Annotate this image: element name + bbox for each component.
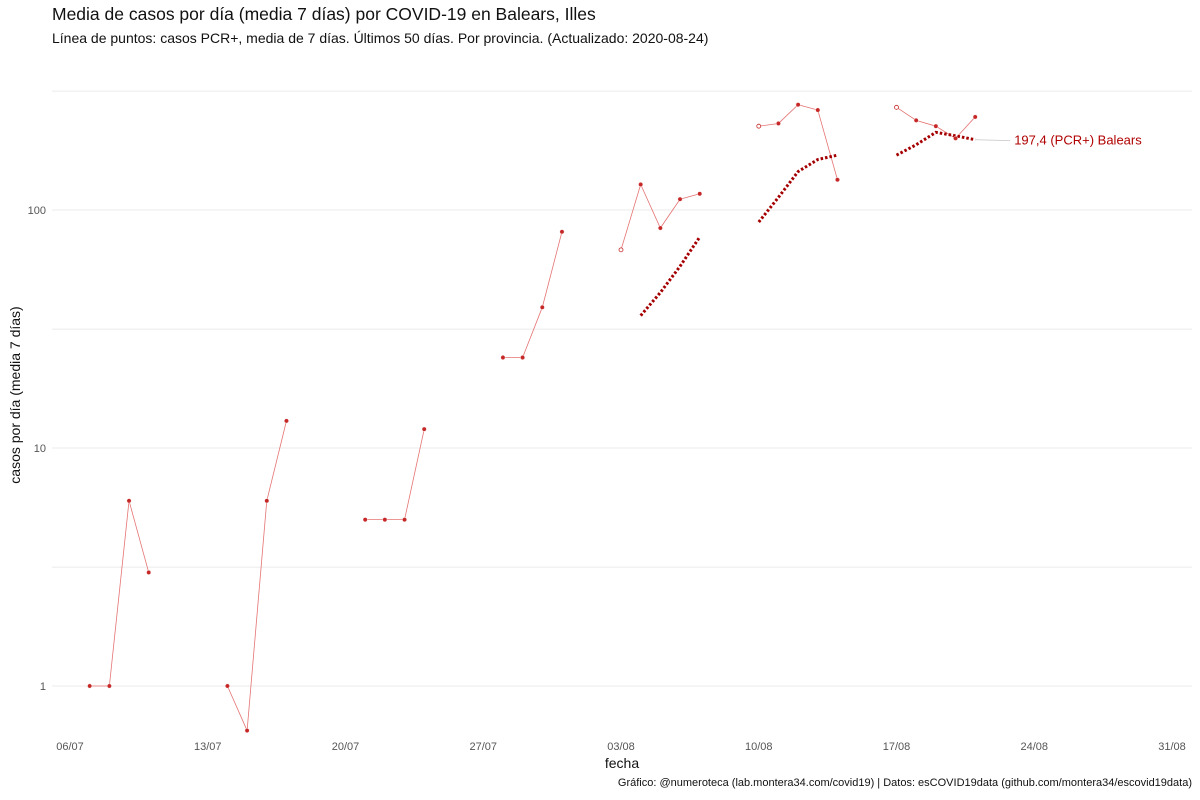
- data-point: [972, 114, 978, 120]
- annotation-leader: [975, 139, 1011, 142]
- x-tick-label: 06/07: [56, 741, 84, 753]
- series-line: [502, 231, 563, 358]
- x-tick-label: 03/08: [607, 741, 635, 753]
- data-point: [697, 191, 703, 197]
- x-axis-title: fecha: [605, 755, 639, 771]
- y-tick-label: 1: [40, 681, 46, 693]
- chart-title: Media de casos por día (media 7 días) po…: [52, 4, 596, 24]
- annotation-label: 197,4 (PCR+) Balears: [1014, 133, 1142, 148]
- x-tick-label: 31/08: [1158, 741, 1186, 753]
- x-tick-label: 27/07: [469, 741, 497, 753]
- grid-lines: [52, 90, 1192, 687]
- pcr-dotted-line: [895, 130, 976, 157]
- y-tick-label: 100: [28, 205, 46, 217]
- data-point: [264, 498, 270, 504]
- series-line: [758, 104, 838, 180]
- data-point: [638, 182, 644, 187]
- series-line: [89, 500, 150, 687]
- data-point: [126, 498, 132, 504]
- annotations: 197,4 (PCR+) Balears: [975, 133, 1142, 148]
- data-point-hollow: [618, 247, 624, 253]
- y-tick-label: 10: [34, 443, 46, 455]
- x-tick-label: 17/08: [883, 741, 911, 753]
- series-line: [620, 183, 700, 250]
- data-point: [146, 570, 152, 575]
- data-point: [933, 123, 939, 129]
- data-point: [244, 728, 250, 733]
- data-point: [559, 229, 565, 235]
- x-tick-label: 24/08: [1020, 741, 1048, 753]
- data-point: [913, 117, 919, 123]
- data-point: [815, 107, 821, 113]
- data-point: [421, 426, 427, 432]
- data-point: [284, 418, 289, 424]
- data-point: [677, 196, 683, 202]
- data-point-hollow: [894, 104, 899, 110]
- series-points: [87, 102, 978, 733]
- x-tick-label: 10/08: [745, 741, 773, 753]
- series-line: [365, 429, 425, 521]
- chart-caption: Gráfico: @numeroteca (lab.montera34.com/…: [617, 777, 1192, 789]
- data-point: [520, 355, 526, 360]
- data-point: [776, 121, 781, 126]
- data-point: [225, 683, 230, 689]
- data-point: [539, 304, 545, 310]
- y-axis-ticks: 1 10 100: [28, 205, 46, 693]
- y-axis-title: casos por día (media 7 días): [7, 306, 23, 483]
- data-point: [953, 135, 958, 141]
- pcr-dotted-line: [757, 153, 838, 223]
- data-point: [657, 225, 663, 231]
- x-tick-label: 20/07: [332, 741, 360, 753]
- data-point: [835, 177, 840, 183]
- data-point: [87, 683, 93, 689]
- data-point: [382, 517, 388, 523]
- data-point: [500, 355, 506, 360]
- x-axis-ticks: 06/07 13/07 20/07 27/07 03/08 10/08 17/08 24/08…: [56, 741, 1186, 753]
- chart-subtitle: Línea de puntos: casos PCR+, media de 7 …: [52, 30, 709, 46]
- pcr-dotted-line: [639, 236, 701, 317]
- series-line: [227, 420, 287, 731]
- data-point: [795, 102, 801, 108]
- data-point-hollow: [756, 123, 762, 129]
- series-lines: [89, 104, 976, 731]
- data-point: [402, 517, 407, 523]
- data-point: [362, 517, 368, 523]
- x-tick-label: 13/07: [194, 741, 222, 753]
- data-point: [106, 683, 112, 689]
